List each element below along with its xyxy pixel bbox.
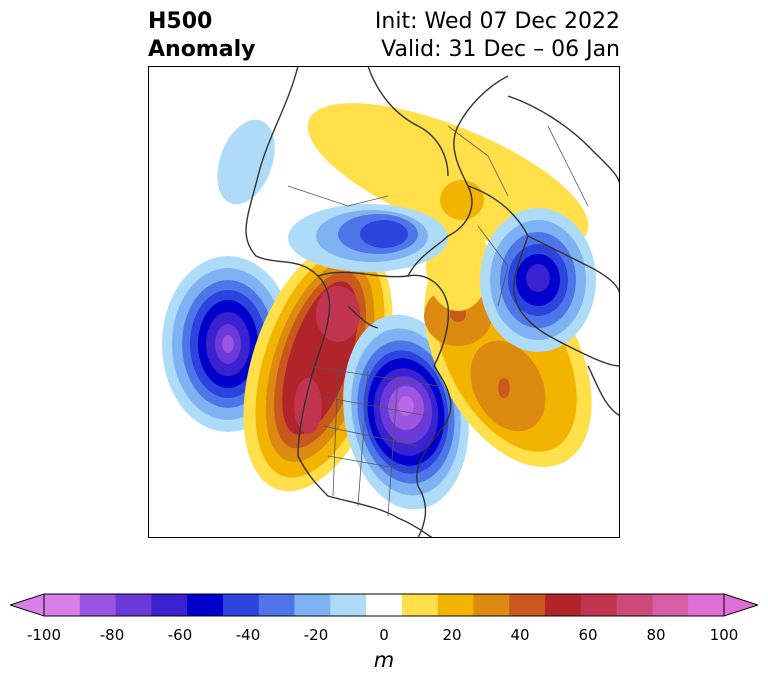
colorbar-bin: [79, 594, 117, 616]
colorbar-bin: [509, 594, 546, 616]
map-border: [148, 66, 620, 538]
colorbar-tick-label: 0: [379, 626, 389, 644]
colorbar-unit: m: [373, 648, 395, 672]
colorbar-bin: [401, 594, 439, 616]
title-anomaly: Anomaly: [148, 37, 256, 62]
colorbar-bin: [258, 594, 296, 616]
anomaly-map: [148, 66, 620, 538]
colorbar-bin: [294, 594, 331, 616]
colorbar-tick-label: -60: [167, 626, 193, 644]
colorbar-bin: [545, 594, 582, 616]
colorbar-bin: [222, 594, 260, 616]
colorbar-bin: [437, 594, 474, 616]
low-arctic: [288, 204, 448, 272]
title-variable: H500: [148, 9, 213, 34]
colorbar-bin: [366, 594, 403, 616]
init-time: Init: Wed 07 Dec 2022: [374, 9, 620, 34]
colorbar-tick-label: 60: [578, 626, 598, 644]
colorbar-tick-label: -20: [303, 626, 329, 644]
colorbar-bin: [616, 594, 653, 616]
anomaly-contours: [162, 66, 620, 538]
colorbar: [8, 590, 760, 620]
colorbar-bin: [652, 594, 689, 616]
map-svg: [148, 66, 620, 538]
chart-title: H500 Anomaly: [148, 8, 255, 64]
colorbar-bin: [187, 594, 224, 616]
colorbar-bin: [44, 594, 81, 616]
colorbar-tick-label: 100: [709, 626, 739, 644]
colorbar-bin: [580, 594, 618, 616]
colorbar-bin: [330, 594, 367, 616]
colorbar-bin: [115, 594, 152, 616]
colorbar-tick-label: -80: [99, 626, 125, 644]
low-europe: [480, 208, 596, 352]
run-info: Init: Wed 07 Dec 2022 Valid: 31 Dec – 06…: [375, 8, 620, 64]
coastlines: [245, 66, 620, 538]
colorbar-bin: [688, 594, 725, 616]
colorbar-extend-low: [8, 593, 45, 617]
colorbar-tick-label: 40: [510, 626, 530, 644]
valid-period: Valid: 31 Dec – 06 Jan: [381, 37, 620, 62]
colorbar-tick-label: -100: [26, 626, 62, 644]
borders: [287, 125, 589, 517]
colorbar-extend-high: [723, 593, 760, 617]
colorbar-svg: [8, 593, 760, 617]
low-bering: [217, 119, 275, 205]
colorbar-tick-label: 20: [442, 626, 462, 644]
colorbar-tick-label: -40: [235, 626, 261, 644]
colorbar-outline: [43, 593, 725, 617]
colorbar-bin: [473, 594, 510, 616]
colorbar-tick-label: 80: [646, 626, 666, 644]
colorbar-bin: [151, 594, 188, 616]
